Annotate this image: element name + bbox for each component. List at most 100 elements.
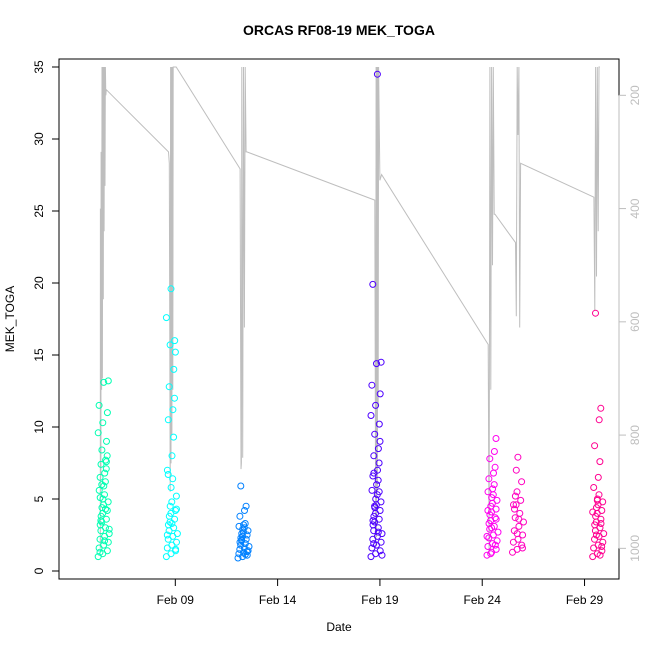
data-point: [102, 458, 110, 466]
data-point: [513, 488, 521, 496]
right-axis: 200 400 600 800 1000: [618, 85, 642, 562]
data-point: [515, 515, 523, 523]
data-point: [367, 412, 375, 419]
data-point: [371, 430, 379, 438]
data-point: [487, 550, 495, 558]
y-tick-label: 0: [32, 567, 46, 574]
data-point: [598, 543, 606, 550]
data-point: [378, 530, 386, 538]
data-point: [173, 505, 180, 513]
data-point: [589, 508, 597, 516]
data-point: [374, 524, 382, 532]
data-point: [237, 482, 245, 490]
x-tick-label: Feb 19: [361, 593, 399, 607]
data-point: [239, 532, 246, 540]
altitude-line: [99, 66, 600, 555]
data-point: [166, 502, 174, 510]
data-point: [238, 536, 246, 544]
y-tick-label: 35: [32, 60, 46, 74]
data-point: [490, 448, 498, 455]
data-point: [491, 463, 499, 471]
y-axis-label: MEK_TOGA: [3, 286, 17, 352]
data-point: [235, 550, 243, 558]
data-point: [493, 496, 501, 504]
data-point: [103, 437, 110, 445]
data-point: [594, 473, 602, 481]
data-point: [240, 521, 248, 529]
data-point: [172, 507, 179, 514]
data-point: [376, 437, 384, 445]
data-point: [493, 537, 501, 545]
data-point: [173, 530, 181, 538]
data-point: [492, 545, 500, 553]
data-point: [168, 452, 176, 460]
data-point: [491, 541, 499, 549]
data-point: [369, 280, 377, 288]
data-point: [236, 545, 244, 553]
data-point: [597, 515, 605, 523]
data-point: [172, 545, 180, 553]
data-point: [598, 547, 606, 555]
data-point: [596, 458, 604, 466]
data-point: [103, 507, 111, 514]
data-point: [96, 548, 104, 556]
x-tick-label: Feb 09: [157, 593, 195, 607]
data-point: [95, 486, 103, 494]
data-point: [169, 475, 177, 483]
data-point: [483, 532, 491, 540]
data-point: [492, 505, 500, 513]
chart-title: ORCAS RF08-19 MEK_TOGA: [243, 22, 435, 38]
right-tick-label: 600: [628, 311, 642, 331]
data-point: [99, 419, 107, 427]
data-point: [511, 492, 519, 500]
data-point: [600, 530, 608, 538]
data-point: [512, 501, 520, 509]
data-point: [98, 446, 106, 454]
y-tick-label: 20: [32, 276, 46, 290]
data-point: [369, 472, 377, 480]
data-point: [513, 530, 521, 538]
data-point: [377, 498, 385, 506]
right-tick-label: 800: [628, 425, 642, 445]
data-point: [101, 537, 109, 545]
data-point: [490, 481, 498, 489]
y-tick-label: 25: [32, 204, 46, 218]
right-tick-label: 1000: [628, 535, 642, 562]
data-point: [96, 494, 104, 502]
data-point: [373, 481, 381, 489]
data-point: [373, 360, 380, 368]
data-point: [169, 406, 177, 414]
data-point: [368, 486, 376, 494]
data-point: [517, 496, 525, 504]
data-point: [104, 377, 112, 385]
data-point: [243, 548, 251, 556]
data-point: [167, 484, 175, 491]
data-point: [102, 465, 110, 473]
data-point: [164, 416, 172, 424]
data-point: [515, 522, 523, 530]
data-point: [170, 365, 178, 373]
right-tick-label: 400: [628, 198, 642, 218]
data-point: [484, 507, 492, 514]
data-point: [491, 514, 499, 522]
data-point: [168, 498, 176, 506]
data-point: [96, 473, 104, 481]
data-point: [371, 502, 379, 510]
data-point: [488, 524, 496, 532]
data-point: [514, 453, 522, 461]
data-points: [94, 70, 608, 562]
data-point: [163, 466, 171, 474]
data-point: [101, 469, 109, 477]
data-point: [592, 309, 599, 317]
data-point: [593, 496, 601, 504]
data-point: [592, 531, 600, 539]
data-point: [104, 538, 112, 546]
plot-frame: [58, 58, 620, 580]
data-point: [374, 445, 382, 453]
data-point: [485, 475, 493, 483]
data-point: [376, 507, 384, 514]
data-point: [372, 401, 380, 409]
data-point: [494, 528, 502, 536]
data-point: [516, 509, 524, 517]
